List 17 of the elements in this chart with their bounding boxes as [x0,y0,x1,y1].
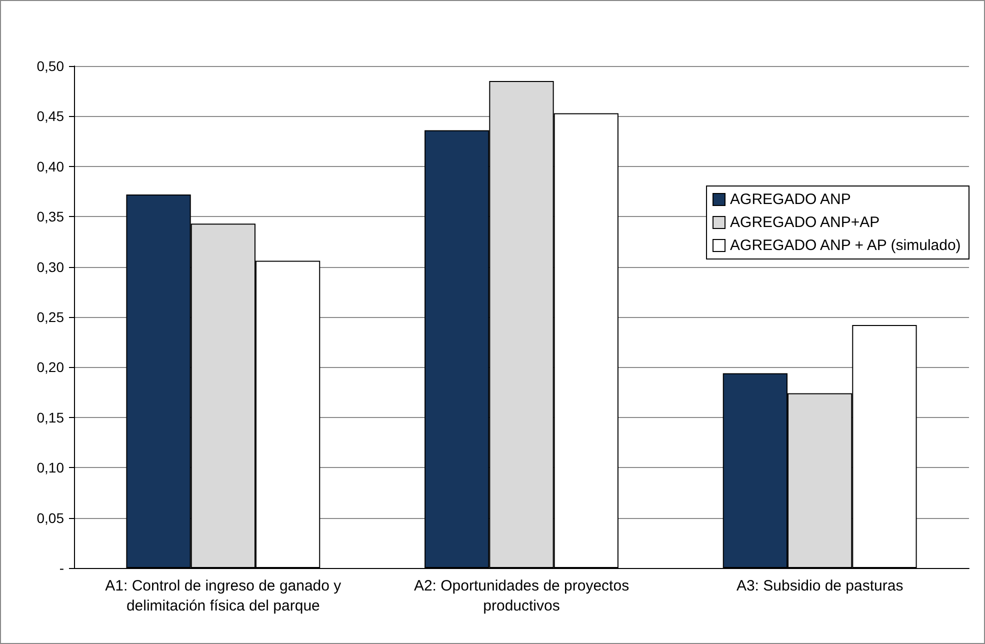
y-tick-label: 0,50 [36,58,64,74]
legend-label: AGREGADO ANP+AP [730,214,880,231]
y-tick-label: 0,20 [36,359,64,376]
y-tick-label: 0,15 [36,409,64,426]
y-tick-label: - [59,560,64,576]
x-tick-label: A1: Control de ingreso de ganado y delimitación física del parque [105,578,342,614]
x-tick-label: A2: Oportunidades de proyectos productivos [414,578,630,614]
y-tick-label: 0,25 [36,309,64,325]
y-tick-label: 0,45 [36,108,64,124]
legend-label: AGREGADO ANP [730,191,851,208]
y-tick-label: 0,05 [36,510,64,526]
legend-label: AGREGADO ANP + AP (simulado) [730,237,961,254]
y-tick-label: 0,40 [36,158,64,174]
x-tick-label: A3: Subsidio de pasturas [736,578,904,594]
y-tick-label: 0,10 [36,460,64,476]
y-tick-label: 0,35 [36,208,64,225]
y-tick-label: 0,30 [36,258,64,275]
